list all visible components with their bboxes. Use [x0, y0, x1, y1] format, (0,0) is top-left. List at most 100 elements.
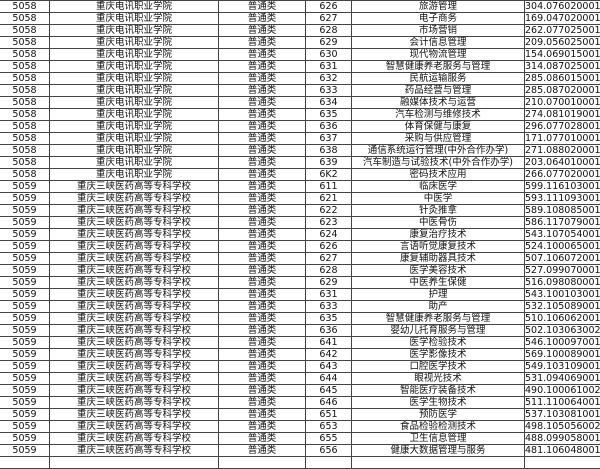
major-name-cell: 医学美容技术 [352, 265, 525, 277]
category-cell: 普通类 [219, 241, 306, 253]
major-name-cell: 预防医学 [352, 409, 525, 421]
major-code-cell: 631 [306, 289, 352, 301]
major-code-cell: 635 [306, 109, 352, 121]
school-code-cell: 5059 [0, 289, 50, 301]
major-name-cell: 食品检验检测技术 [352, 421, 525, 433]
major-code-cell: 635 [306, 313, 352, 325]
category-cell: 普通类 [219, 37, 306, 49]
score-cell: 543.107054001 [525, 229, 600, 241]
major-code-cell: 624 [306, 229, 352, 241]
category-cell: 普通类 [219, 145, 306, 157]
school-code-cell: 5059 [0, 217, 50, 229]
major-name-cell: 健康大数据管理与服务 [352, 445, 525, 457]
major-code-cell: 656 [306, 445, 352, 457]
category-cell: 普通类 [219, 301, 306, 313]
school-name-cell: 重庆三峡医药高等专科学校 [50, 241, 219, 253]
category-cell: 普通类 [219, 85, 306, 97]
school-name-cell: 重庆三峡医药高等专科学校 [50, 337, 219, 349]
major-code-cell: 646 [306, 397, 352, 409]
school-name-cell: 重庆三峡医药高等专科学校 [50, 421, 219, 433]
school-code-cell: 5059 [0, 433, 50, 445]
major-code-cell [306, 457, 352, 469]
score-cell: 546.100097001 [525, 337, 600, 349]
category-cell: 普通类 [219, 337, 306, 349]
score-cell: 490.100061002 [525, 385, 600, 397]
school-code-cell: 5059 [0, 445, 50, 457]
school-name-cell [50, 457, 219, 469]
major-name-cell [352, 457, 525, 469]
major-code-cell: 622 [306, 205, 352, 217]
category-cell: 普通类 [219, 265, 306, 277]
major-name-cell: 康复治疗技术 [352, 229, 525, 241]
major-name-cell: 旅游管理 [352, 1, 525, 13]
score-cell: 507.106072001 [525, 253, 600, 265]
major-code-cell: 629 [306, 277, 352, 289]
major-name-cell: 电子商务 [352, 13, 525, 25]
category-cell: 普通类 [219, 157, 306, 169]
category-cell: 普通类 [219, 169, 306, 181]
major-code-cell: 636 [306, 121, 352, 133]
category-cell: 普通类 [219, 385, 306, 397]
school-name-cell: 重庆三峡医药高等专科学校 [50, 181, 219, 193]
major-name-cell: 医学影像技术 [352, 349, 525, 361]
major-code-cell: 611 [306, 181, 352, 193]
school-code-cell: 5059 [0, 181, 50, 193]
school-name-cell: 重庆三峡医药高等专科学校 [50, 397, 219, 409]
school-code-cell: 5058 [0, 61, 50, 73]
category-cell: 普通类 [219, 409, 306, 421]
major-code-cell: 6K2 [306, 169, 352, 181]
category-cell [219, 457, 306, 469]
school-code-cell: 5058 [0, 169, 50, 181]
major-name-cell: 口腔医学技术 [352, 361, 525, 373]
category-cell: 普通类 [219, 373, 306, 385]
score-cell: 209.056025001 [525, 37, 600, 49]
category-cell: 普通类 [219, 253, 306, 265]
score-cell: 527.099070001 [525, 265, 600, 277]
score-cell: 285.086015001 [525, 73, 600, 85]
school-name-cell: 重庆电讯职业学院 [50, 13, 219, 25]
school-code-cell: 5058 [0, 145, 50, 157]
major-code-cell: 655 [306, 433, 352, 445]
major-code-cell: 623 [306, 217, 352, 229]
major-code-cell: 638 [306, 145, 352, 157]
school-name-cell: 重庆三峡医药高等专科学校 [50, 361, 219, 373]
score-cell: 589.108085001 [525, 205, 600, 217]
score-cell: 502.103063002 [525, 325, 600, 337]
school-name-cell: 重庆电讯职业学院 [50, 133, 219, 145]
school-code-cell: 5059 [0, 409, 50, 421]
major-code-cell: 639 [306, 157, 352, 169]
score-cell: 510.106062001 [525, 313, 600, 325]
category-cell: 普通类 [219, 325, 306, 337]
major-name-cell: 采购与供应管理 [352, 133, 525, 145]
school-code-cell: 5059 [0, 253, 50, 265]
score-cell: 271.088020001 [525, 145, 600, 157]
major-name-cell: 汽车检测与维修技术 [352, 109, 525, 121]
major-code-cell: 627 [306, 13, 352, 25]
score-cell: 511.110064001 [525, 397, 600, 409]
score-cell: 274.081019001 [525, 109, 600, 121]
school-name-cell: 重庆三峡医药高等专科学校 [50, 253, 219, 265]
major-name-cell: 汽车制造与试验技术(中外合作办学) [352, 157, 525, 169]
school-name-cell: 重庆电讯职业学院 [50, 1, 219, 13]
major-code-cell: 637 [306, 133, 352, 145]
major-name-cell: 言语听觉康复技术 [352, 241, 525, 253]
school-name-cell: 重庆电讯职业学院 [50, 25, 219, 37]
table-row [0, 457, 600, 469]
major-code-cell: 633 [306, 301, 352, 313]
school-code-cell: 5058 [0, 73, 50, 85]
score-cell: 171.077010001 [525, 133, 600, 145]
score-cell: 266.077020001 [525, 169, 600, 181]
school-code-cell: 5059 [0, 385, 50, 397]
major-code-cell: 628 [306, 265, 352, 277]
category-cell: 普通类 [219, 445, 306, 457]
school-name-cell: 重庆三峡医药高等专科学校 [50, 325, 219, 337]
